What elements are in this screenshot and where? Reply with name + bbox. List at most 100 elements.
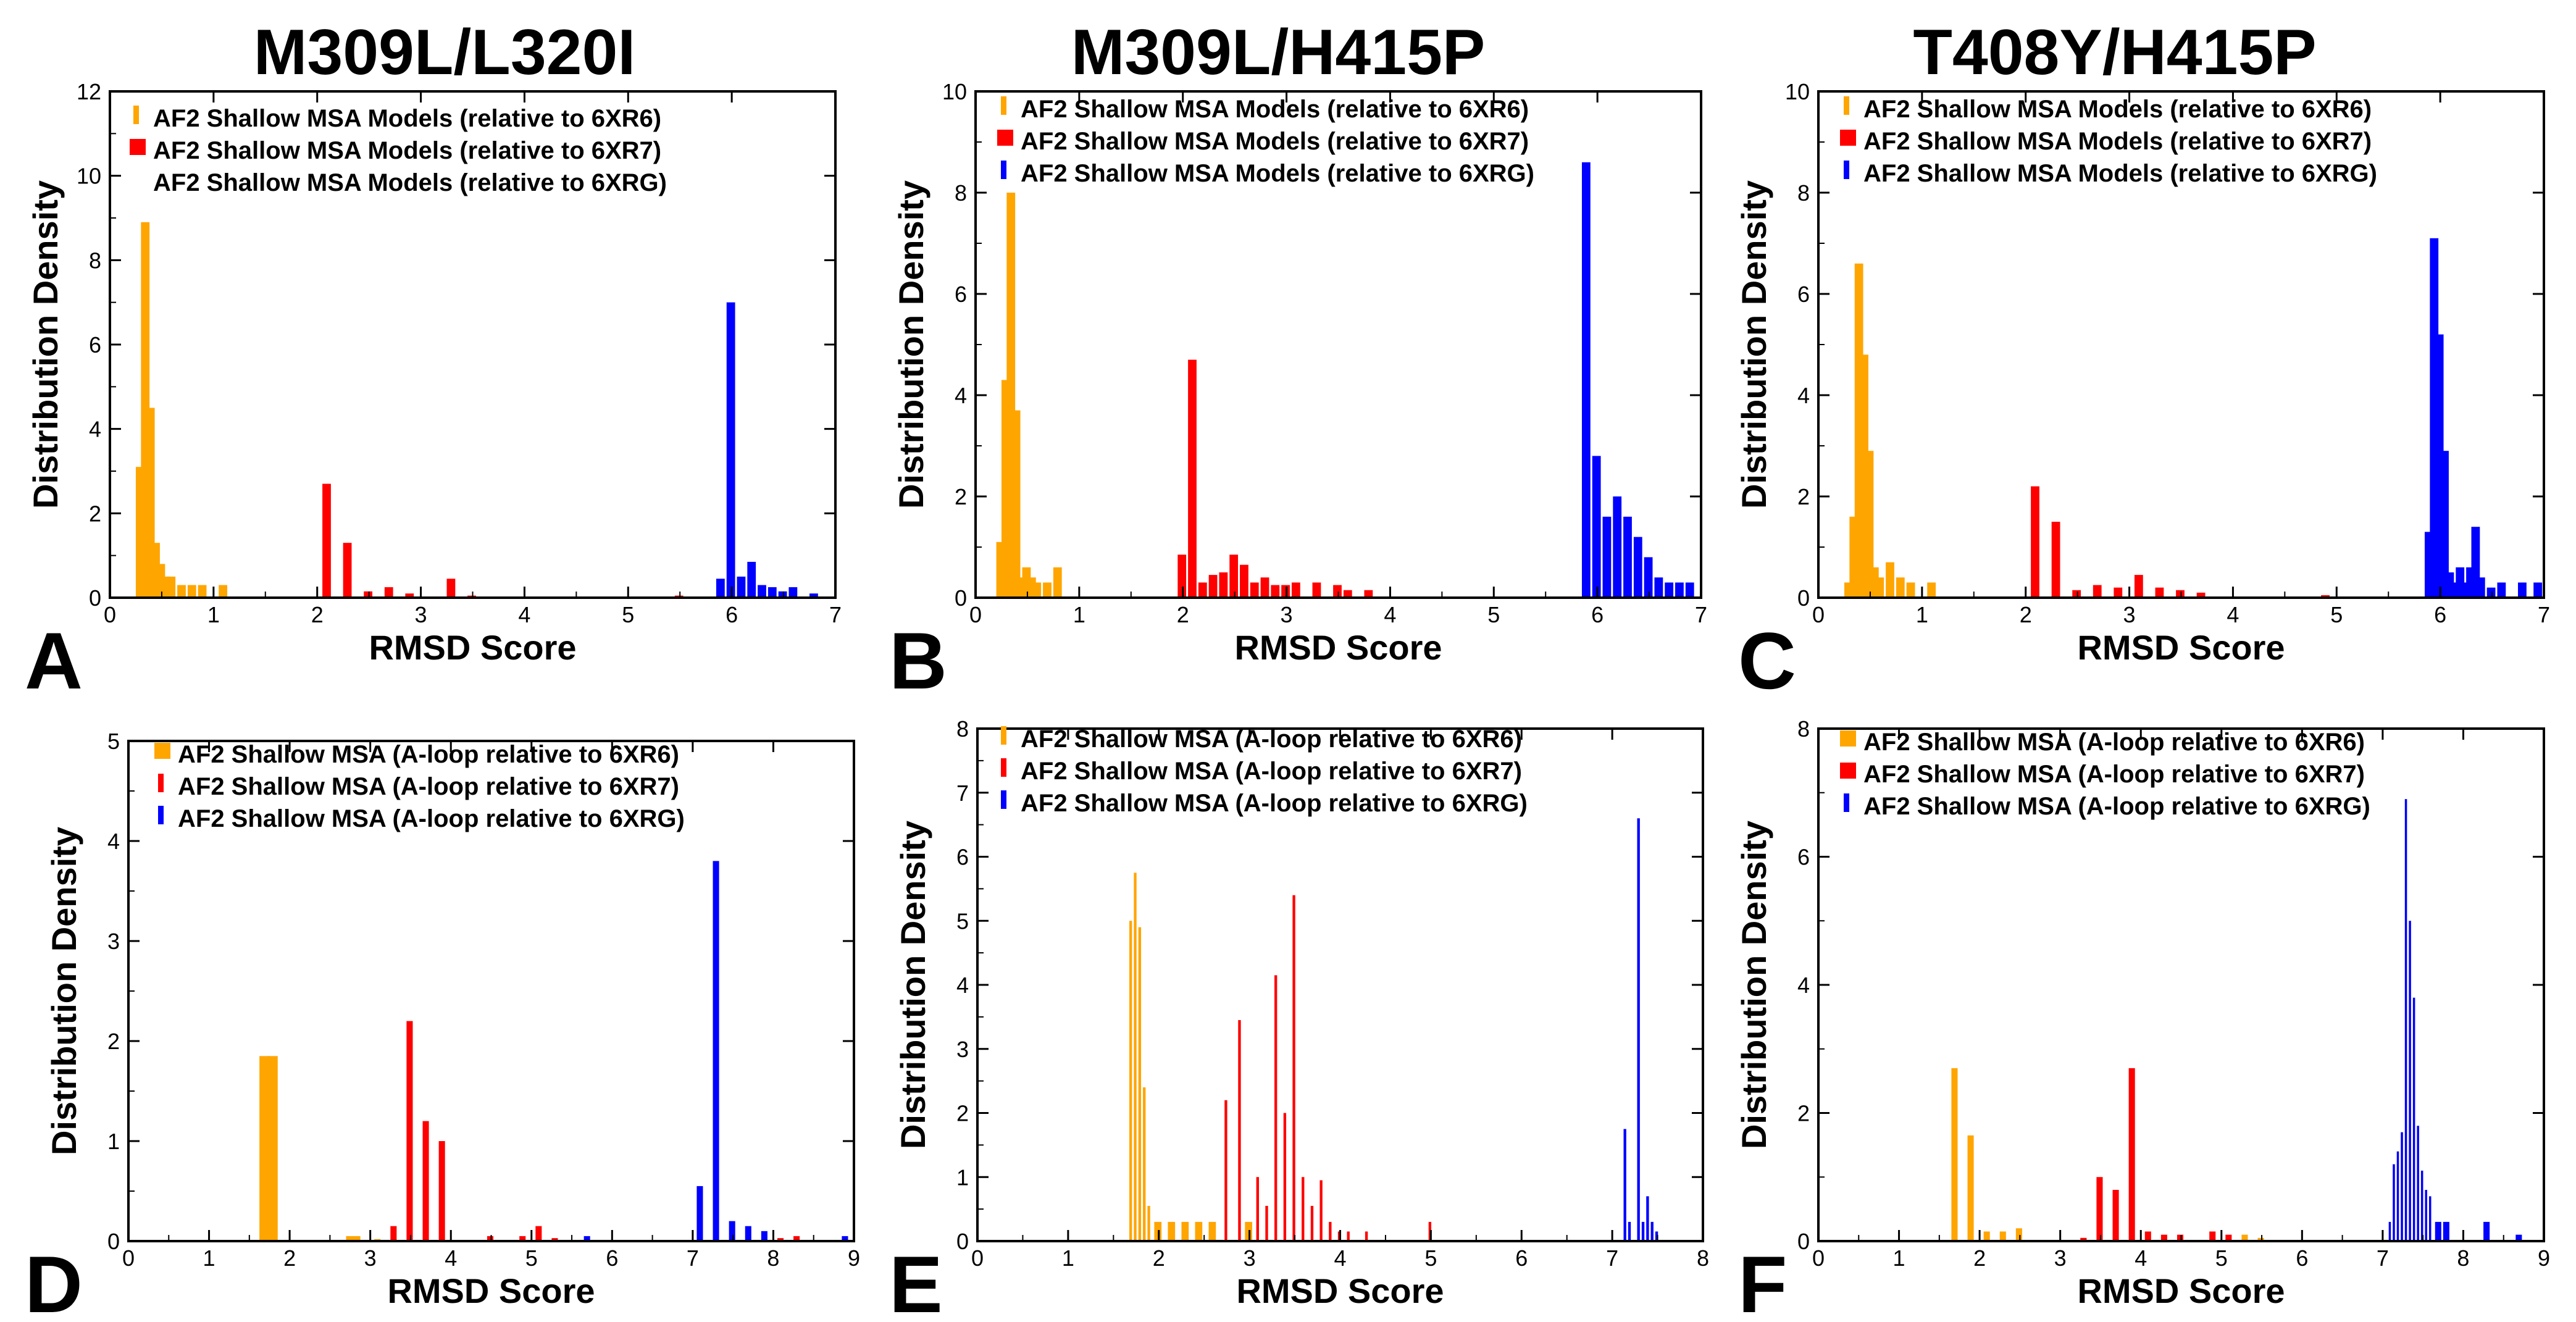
bar-red (364, 591, 373, 598)
bar-blue (1628, 1221, 1631, 1241)
bar-red (422, 1121, 429, 1241)
x-tick-label: 4 (2227, 602, 2239, 627)
x-tick-label: 5 (1487, 602, 1500, 627)
panel-b: M309L/H415P 0 1 2 3 4 5 6 7 0 2 4 6 8 10 RMSD Score Dist… (889, 17, 1707, 706)
x-tick-label: 0 (104, 602, 116, 627)
bar-blue (2533, 582, 2542, 598)
y-tick-label: 0 (107, 1229, 120, 1254)
bar-blue (2435, 1221, 2441, 1241)
legend-swatch-blue (1844, 161, 1849, 179)
bar-orange (2015, 1228, 2022, 1241)
x-tick-label: 8 (1697, 1245, 1709, 1271)
legend-label: AF2 Shallow MSA Models (relative to 6XR6… (1863, 96, 2372, 123)
bar-red (1198, 582, 1207, 598)
x-tick-label: 4 (1384, 602, 1396, 627)
y-tick-label: 2 (89, 501, 101, 526)
x-tick-label: 2 (311, 602, 324, 627)
bar-blue (2486, 587, 2496, 598)
legend-label: AF2 Shallow MSA (A-loop relative to 6XR7… (1021, 758, 1522, 785)
panel-title: T408Y/H415P (1913, 17, 2316, 88)
bar-orange (267, 1056, 278, 1241)
x-axis-label: RMSD Score (1236, 1271, 1444, 1310)
x-axis-label: RMSD Score (2077, 1271, 2285, 1310)
y-tick-label: 8 (89, 248, 101, 273)
bar-red (390, 1226, 397, 1241)
x-tick-label: 1 (1073, 602, 1085, 627)
panel-letter: D (25, 1239, 83, 1322)
legend-label: AF2 Shallow MSA Models (relative to 6XR6… (1021, 96, 1529, 123)
x-tick-label: 2 (2020, 602, 2032, 627)
bar-orange (1143, 1087, 1146, 1241)
x-tick-label: 3 (2054, 1245, 2067, 1271)
x-tick-label: 5 (1424, 1245, 1437, 1271)
bar-blue (761, 1231, 767, 1241)
bar-blue (2518, 582, 2527, 598)
y-tick-label: 6 (89, 332, 101, 358)
bar-red (2080, 1237, 2087, 1241)
bar-blue (1602, 516, 1612, 598)
x-tick-label: 8 (2457, 1245, 2469, 1271)
y-tick-label: 2 (1797, 484, 1810, 509)
bar-blue (1675, 582, 1684, 598)
bar-blue (809, 593, 818, 598)
y-tick-label: 4 (955, 383, 967, 408)
y-tick-label: 0 (89, 585, 101, 611)
bar-red (2096, 1177, 2103, 1241)
bar-orange (1967, 1135, 1974, 1241)
bar-orange (1011, 410, 1021, 598)
x-tick-label: 7 (1695, 602, 1707, 627)
x-tick-label: 8 (767, 1245, 779, 1271)
bar-blue (2393, 1164, 2395, 1241)
y-tick-label: 10 (942, 79, 967, 104)
bar-red (2134, 575, 2143, 598)
bar-red (1365, 1231, 1368, 1241)
bar-red (2196, 592, 2206, 598)
bar-orange (1983, 1231, 1990, 1241)
bar-blue (716, 579, 725, 598)
x-axis-label: RMSD Score (387, 1271, 595, 1310)
legend-swatch-orange (1840, 730, 1856, 747)
bar-blue (1654, 577, 1663, 598)
legend-label: AF2 Shallow MSA Models (relative to 6XRG… (1021, 160, 1534, 187)
legend-swatch-red (1001, 758, 1006, 777)
x-tick-label: 7 (1606, 1245, 1618, 1271)
bar-orange (219, 585, 228, 598)
panel-letter: C (1738, 616, 1796, 706)
bar-red (405, 593, 414, 598)
bar-red (1250, 582, 1259, 598)
bar-orange (198, 585, 207, 598)
legend-swatch-red (997, 130, 1013, 146)
bar-red (1256, 1177, 1259, 1241)
bar-blue (2483, 1221, 2490, 1241)
y-tick-label: 4 (1797, 383, 1810, 408)
bar-blue (2425, 1190, 2427, 1241)
bar-orange (177, 585, 186, 598)
bar-red (1333, 585, 1342, 598)
y-tick-label: 0 (956, 1229, 969, 1254)
bar-orange (346, 1236, 361, 1241)
y-tick-label: 0 (1797, 585, 1810, 611)
y-tick-label: 6 (1797, 282, 1810, 307)
bar-red (2128, 1068, 2135, 1241)
bar-orange (2257, 1237, 2264, 1241)
bar-red (1329, 1221, 1332, 1241)
panel-title: M309L/H415P (1071, 17, 1486, 88)
bar-red (1292, 895, 1295, 1241)
y-tick-label: 7 (956, 780, 969, 806)
bar-red (1281, 585, 1290, 598)
x-tick-label: 3 (415, 602, 427, 627)
bar-blue (758, 585, 766, 598)
bar-red (777, 1238, 784, 1241)
bar-blue (1641, 1221, 1645, 1241)
x-tick-label: 4 (445, 1245, 457, 1271)
bar-blue (1592, 456, 1601, 598)
y-axis-label: Distribution Density (892, 180, 930, 509)
bar-red (1240, 564, 1248, 598)
x-tick-label: 7 (829, 602, 842, 627)
y-tick-label: 2 (1797, 1101, 1810, 1126)
legend-label: AF2 Shallow MSA (A-loop relative to 6XR7… (178, 773, 679, 800)
bar-orange (1147, 1205, 1150, 1241)
legend-swatch-blue (1001, 161, 1006, 179)
bar-blue (1685, 582, 1694, 598)
